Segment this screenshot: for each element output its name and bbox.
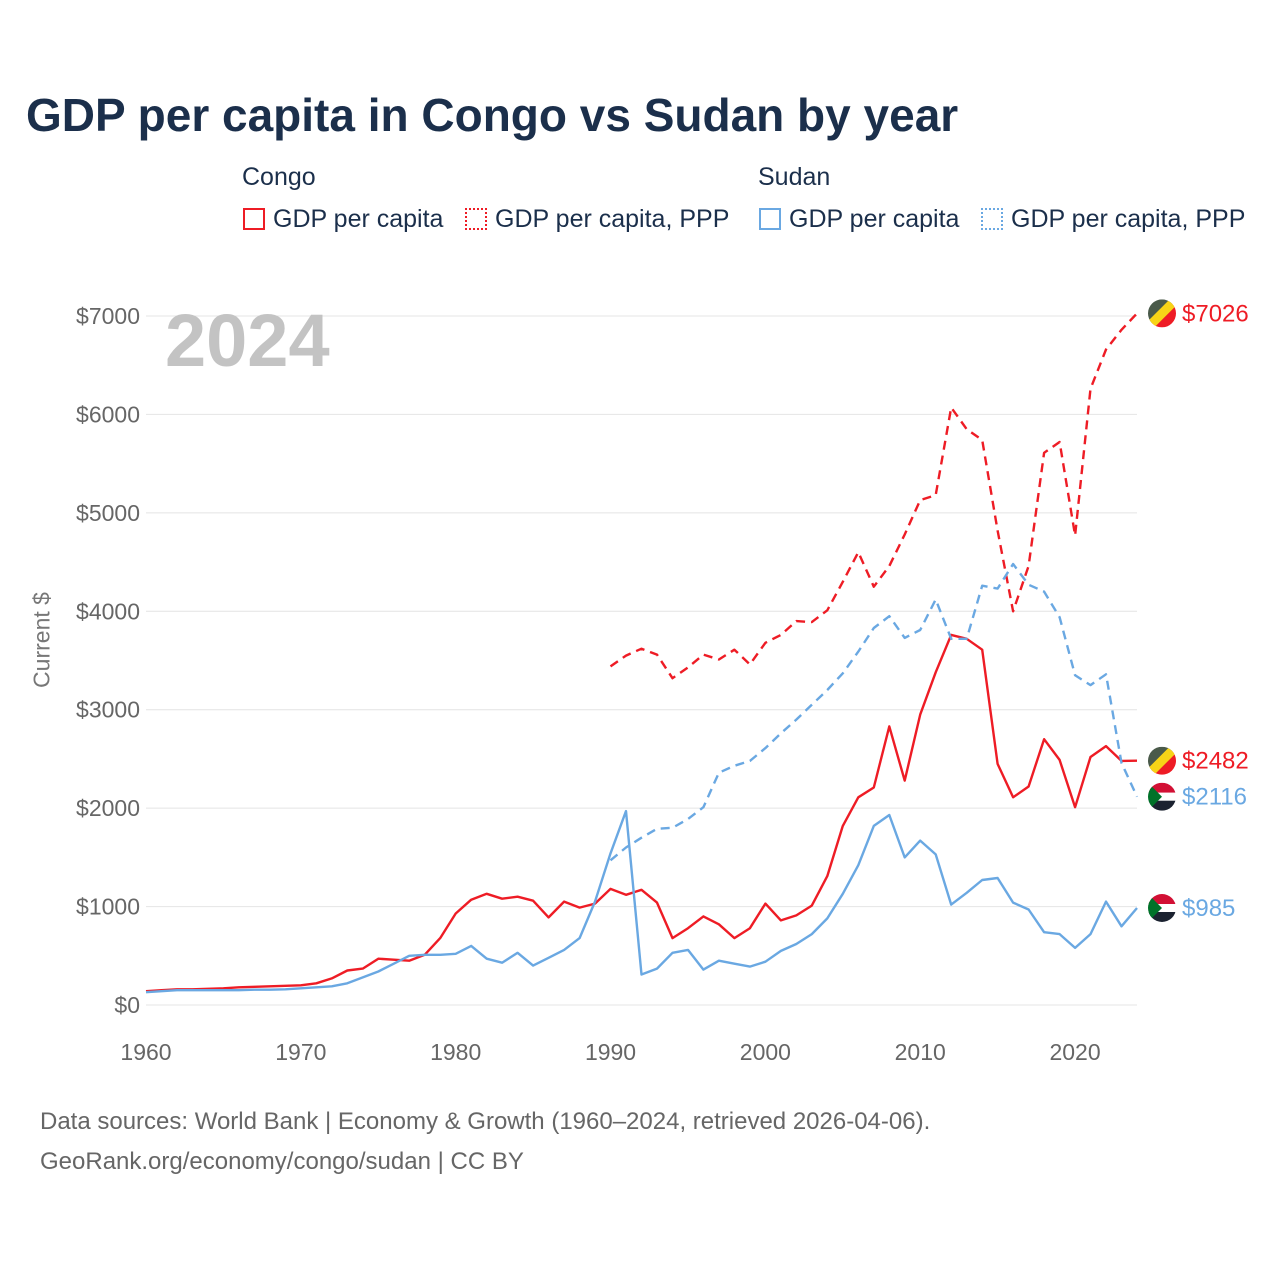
series-line-sudan-dashed [609,562,1139,862]
source-line-2[interactable]: GeoRank.org/economy/congo/sudan | CC BY [40,1148,524,1175]
legend-sudan-gdp-swatch [759,208,781,230]
y-tick-label: $2000 [76,795,140,821]
series-line-congo-solid [145,633,1138,993]
legend-sudan-title: Sudan [758,163,831,191]
end-value-label-congo-solid: $2482 [1182,748,1249,775]
legend-congo-ppp-swatch [465,208,487,230]
grid-layer [146,315,1137,1006]
end-label-layer: $2482 $7026 $985 $2116 [1148,299,1249,922]
sudan-flag-icon [1148,782,1176,811]
y-tick-label: $1000 [76,894,140,920]
x-tick-label: 1990 [585,1039,636,1065]
y-tick-label: $7000 [76,303,140,329]
congo-flag-icon [1148,299,1176,328]
legend-congo-gdp-label: GDP per capita [273,204,444,233]
chart-title: GDP per capita in Congo vs Sudan by year [26,89,959,141]
x-tick-label: 2000 [740,1039,791,1065]
source-line-1: Data sources: World Bank | Economy & Gro… [40,1108,931,1135]
congo-flag-icon [1148,746,1176,775]
legend-sudan-ppp-label: GDP per capita, PPP [1011,204,1246,233]
legend-congo-gdp-swatch [243,208,265,230]
legend-sudan-gdp-label: GDP per capita [789,204,960,233]
legend-congo-gdp[interactable]: GDP per capita [243,203,443,235]
legend-sudan-gdp[interactable]: GDP per capita [759,203,959,235]
end-value-label-congo-dashed: $7026 [1182,300,1249,327]
legend-sudan-ppp-swatch [981,208,1003,230]
y-tick-label: $0 [114,992,140,1018]
series-layer [145,312,1139,994]
y-tick-label: $3000 [76,697,140,723]
legend-congo-ppp[interactable]: GDP per capita, PPP [465,203,729,235]
end-value-label-sudan-dashed: $2116 [1182,784,1247,811]
end-value-label-sudan-solid: $985 [1182,895,1235,922]
axis-layer: $0 $1000 $2000 $3000 $4000 $5000 $6000 $7000 196… [76,303,1101,1065]
x-tick-label: 2020 [1049,1039,1100,1065]
legend-congo-ppp-label: GDP per capita, PPP [495,204,730,233]
series-line-sudan-solid [145,809,1138,994]
legend-congo-title: Congo [242,163,316,191]
sudan-flag-icon [1148,894,1176,922]
x-tick-label: 1980 [430,1039,481,1065]
series-line-congo-dashed [609,312,1138,680]
x-tick-label: 2010 [895,1039,946,1065]
x-tick-label: 1970 [275,1039,326,1065]
year-watermark: 2024 [165,299,330,382]
y-tick-label: $5000 [76,500,140,526]
y-tick-label: $4000 [76,598,140,624]
legend-sudan-ppp[interactable]: GDP per capita, PPP [981,203,1245,235]
x-tick-label: 1960 [120,1039,171,1065]
y-tick-label: $6000 [76,401,140,427]
